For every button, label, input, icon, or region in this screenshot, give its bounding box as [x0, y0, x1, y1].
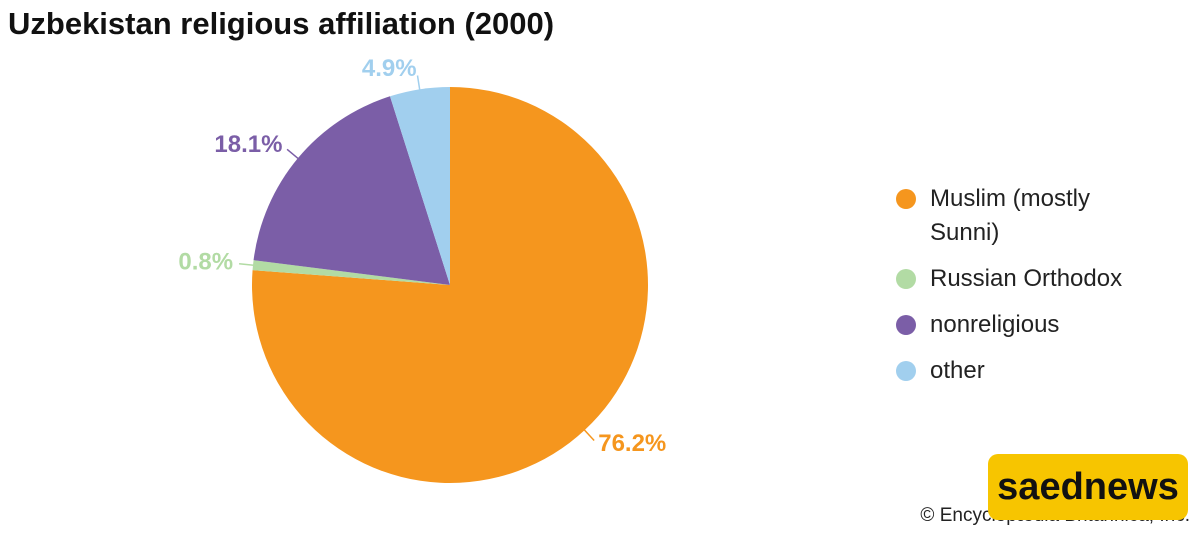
legend-swatch — [896, 315, 916, 335]
data-label: 4.9% — [362, 55, 417, 82]
legend-label: Muslim (mostly Sunni) — [930, 185, 1090, 246]
data-label: 76.2% — [598, 430, 666, 457]
legend-swatch — [896, 189, 916, 209]
pie-slice — [389, 87, 450, 285]
leader-line — [582, 428, 595, 441]
data-label: 0.8% — [178, 248, 233, 275]
legend-swatch — [896, 361, 916, 381]
watermark: saednews — [988, 454, 1188, 520]
legend-swatch — [896, 269, 916, 289]
pie-slice — [253, 96, 450, 285]
legend-item: Muslim (mostly Sunni) — [896, 182, 1126, 250]
legend-label: nonreligious — [930, 311, 1060, 338]
legend-label: Russian Orthodox — [930, 265, 1123, 292]
legend-item: nonreligious — [896, 308, 1126, 342]
leader-line — [416, 75, 421, 92]
data-label: 18.1% — [214, 131, 282, 158]
legend-item: Russian Orthodox — [896, 262, 1126, 296]
pie-slice — [252, 260, 450, 285]
legend-item: other — [896, 354, 1126, 388]
leader-line — [286, 148, 300, 161]
legend-label: other — [930, 357, 985, 384]
chart-title: Uzbekistan religious affiliation (2000) — [8, 6, 555, 41]
leader-line — [238, 262, 256, 267]
pie-slice — [252, 87, 648, 483]
legend: Muslim (mostly Sunni) Russian Orthodox non… — [896, 182, 1126, 400]
